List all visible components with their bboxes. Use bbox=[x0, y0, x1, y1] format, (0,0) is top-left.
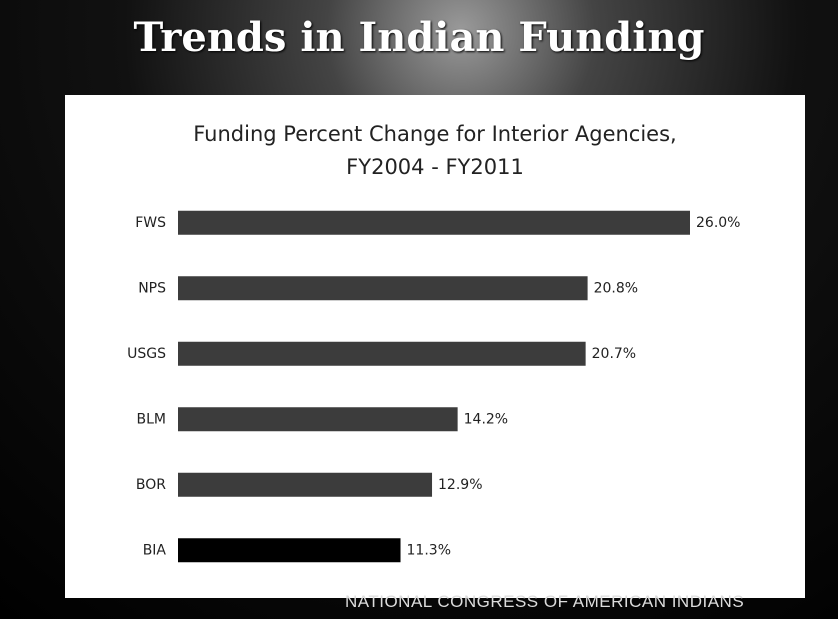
bar bbox=[178, 538, 401, 563]
value-label: 11.3% bbox=[407, 542, 451, 558]
footer: NATIONAL CONGRESS OF AMERICAN INDIANS bbox=[345, 592, 745, 611]
value-label: 12.9% bbox=[438, 477, 482, 493]
chart-title: Funding Percent Change for Interior Agen… bbox=[193, 122, 677, 179]
category-label: FWS bbox=[135, 215, 166, 231]
category-label: USGS bbox=[127, 346, 166, 362]
bar bbox=[178, 472, 433, 497]
bar bbox=[178, 407, 458, 432]
category-label: BIA bbox=[143, 542, 167, 558]
category-label: BLM bbox=[137, 411, 166, 427]
bar bbox=[178, 276, 588, 301]
slide-title: Trends in Indian Funding bbox=[133, 14, 705, 61]
value-label: 26.0% bbox=[696, 215, 740, 231]
value-label: 20.7% bbox=[592, 346, 636, 362]
category-label: BOR bbox=[136, 477, 166, 493]
bar bbox=[178, 210, 690, 235]
value-label: 20.8% bbox=[594, 280, 638, 296]
value-label: 14.2% bbox=[464, 411, 508, 427]
bar bbox=[178, 341, 586, 366]
category-label: NPS bbox=[138, 280, 166, 296]
